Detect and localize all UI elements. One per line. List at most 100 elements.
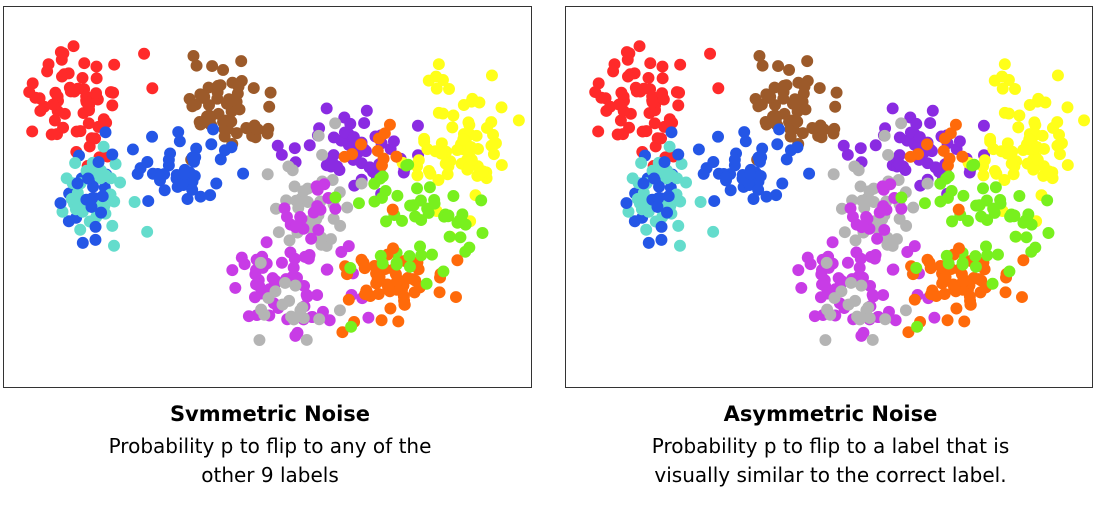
- yellow-point: [424, 167, 437, 180]
- yellow-point: [436, 107, 449, 120]
- lime-point: [986, 277, 999, 290]
- brown-point: [225, 115, 238, 128]
- magenta-point: [856, 220, 869, 233]
- cyan-point: [663, 140, 676, 153]
- blue-point: [771, 138, 784, 151]
- purple-point: [926, 104, 939, 117]
- red-point: [138, 47, 151, 60]
- magenta-point: [801, 251, 814, 264]
- gray-point: [863, 312, 876, 325]
- blue-point: [651, 200, 664, 213]
- lime-point: [918, 197, 931, 210]
- blue-point: [173, 135, 186, 148]
- magenta-point: [323, 314, 336, 327]
- purple-point: [893, 131, 906, 144]
- red-point: [623, 121, 636, 134]
- red-point: [90, 72, 103, 85]
- brown-point: [250, 123, 263, 136]
- purple-point: [271, 139, 284, 152]
- gray-point: [253, 334, 266, 347]
- lime-point: [969, 250, 982, 263]
- lime-point: [956, 258, 969, 271]
- red-point: [48, 114, 61, 127]
- orange-point: [925, 288, 938, 301]
- lime-point: [934, 195, 947, 208]
- gray-point: [258, 308, 271, 321]
- lime-point: [1017, 216, 1030, 229]
- gray-point: [334, 219, 347, 232]
- gray-point: [333, 304, 346, 317]
- brown-point: [264, 86, 277, 99]
- gray-point: [324, 233, 337, 246]
- orange-point: [336, 326, 349, 339]
- cyan-point: [99, 169, 112, 182]
- orange-point: [342, 293, 355, 306]
- yellow-point: [465, 153, 478, 166]
- lime-point: [994, 197, 1007, 210]
- brown-point: [830, 86, 843, 99]
- blue-point: [172, 126, 185, 139]
- yellow-point: [1023, 133, 1036, 146]
- orange-point: [387, 242, 400, 255]
- orange-point: [398, 298, 411, 311]
- yellow-point: [996, 70, 1009, 83]
- gray-point: [286, 164, 299, 177]
- lime-point: [447, 190, 460, 202]
- lime-point: [980, 194, 993, 207]
- yellow-point: [418, 132, 431, 145]
- lime-point: [404, 199, 417, 212]
- purple-point: [913, 131, 926, 144]
- cyan-point: [672, 219, 685, 232]
- cyan-point: [69, 157, 82, 169]
- blue-point: [186, 183, 199, 196]
- blue-point: [92, 156, 105, 169]
- magenta-point: [866, 288, 879, 301]
- yellow-point: [1061, 101, 1074, 114]
- purple-point: [977, 119, 990, 132]
- yellow-point: [495, 101, 508, 114]
- magenta-point: [290, 220, 303, 233]
- magenta-point: [260, 236, 273, 249]
- brown-point: [783, 64, 796, 76]
- blue-point: [99, 126, 112, 139]
- yellow-point: [1051, 116, 1064, 129]
- purple-point: [411, 119, 424, 132]
- blue-point: [210, 177, 223, 190]
- red-point: [704, 47, 717, 60]
- gray-point: [858, 201, 871, 214]
- gray-point: [900, 219, 913, 232]
- brown-point: [232, 80, 245, 93]
- blue-point: [708, 195, 721, 208]
- orange-point: [355, 138, 368, 151]
- brown-point: [786, 97, 799, 110]
- orange-point: [373, 270, 386, 283]
- magenta-point: [289, 329, 302, 342]
- purple-point: [275, 148, 288, 161]
- blue-point: [188, 155, 200, 168]
- blue-point: [237, 167, 250, 180]
- red-point: [666, 116, 679, 129]
- gray-point: [297, 185, 310, 198]
- symmetric-caption: Svmmetric Noise Probability p to flip to…: [0, 400, 540, 490]
- yellow-point: [446, 121, 459, 134]
- gray-point: [819, 334, 832, 347]
- blue-point: [89, 233, 102, 246]
- lime-point: [374, 172, 387, 185]
- red-point: [26, 77, 39, 90]
- gray-point: [313, 313, 326, 326]
- blue-point: [642, 236, 655, 249]
- lime-point: [1029, 241, 1042, 254]
- lime-point: [411, 182, 424, 195]
- brown-point: [247, 82, 260, 95]
- yellow-point: [485, 69, 498, 82]
- purple-point: [320, 102, 333, 115]
- brown-point: [190, 59, 203, 72]
- blue-point: [76, 236, 89, 249]
- blue-point: [661, 206, 673, 219]
- yellow-point: [1061, 159, 1074, 172]
- brown-point: [756, 59, 769, 72]
- lime-point: [443, 230, 456, 243]
- red-point: [74, 125, 87, 138]
- magenta-point: [287, 261, 300, 274]
- blue-point: [648, 172, 661, 185]
